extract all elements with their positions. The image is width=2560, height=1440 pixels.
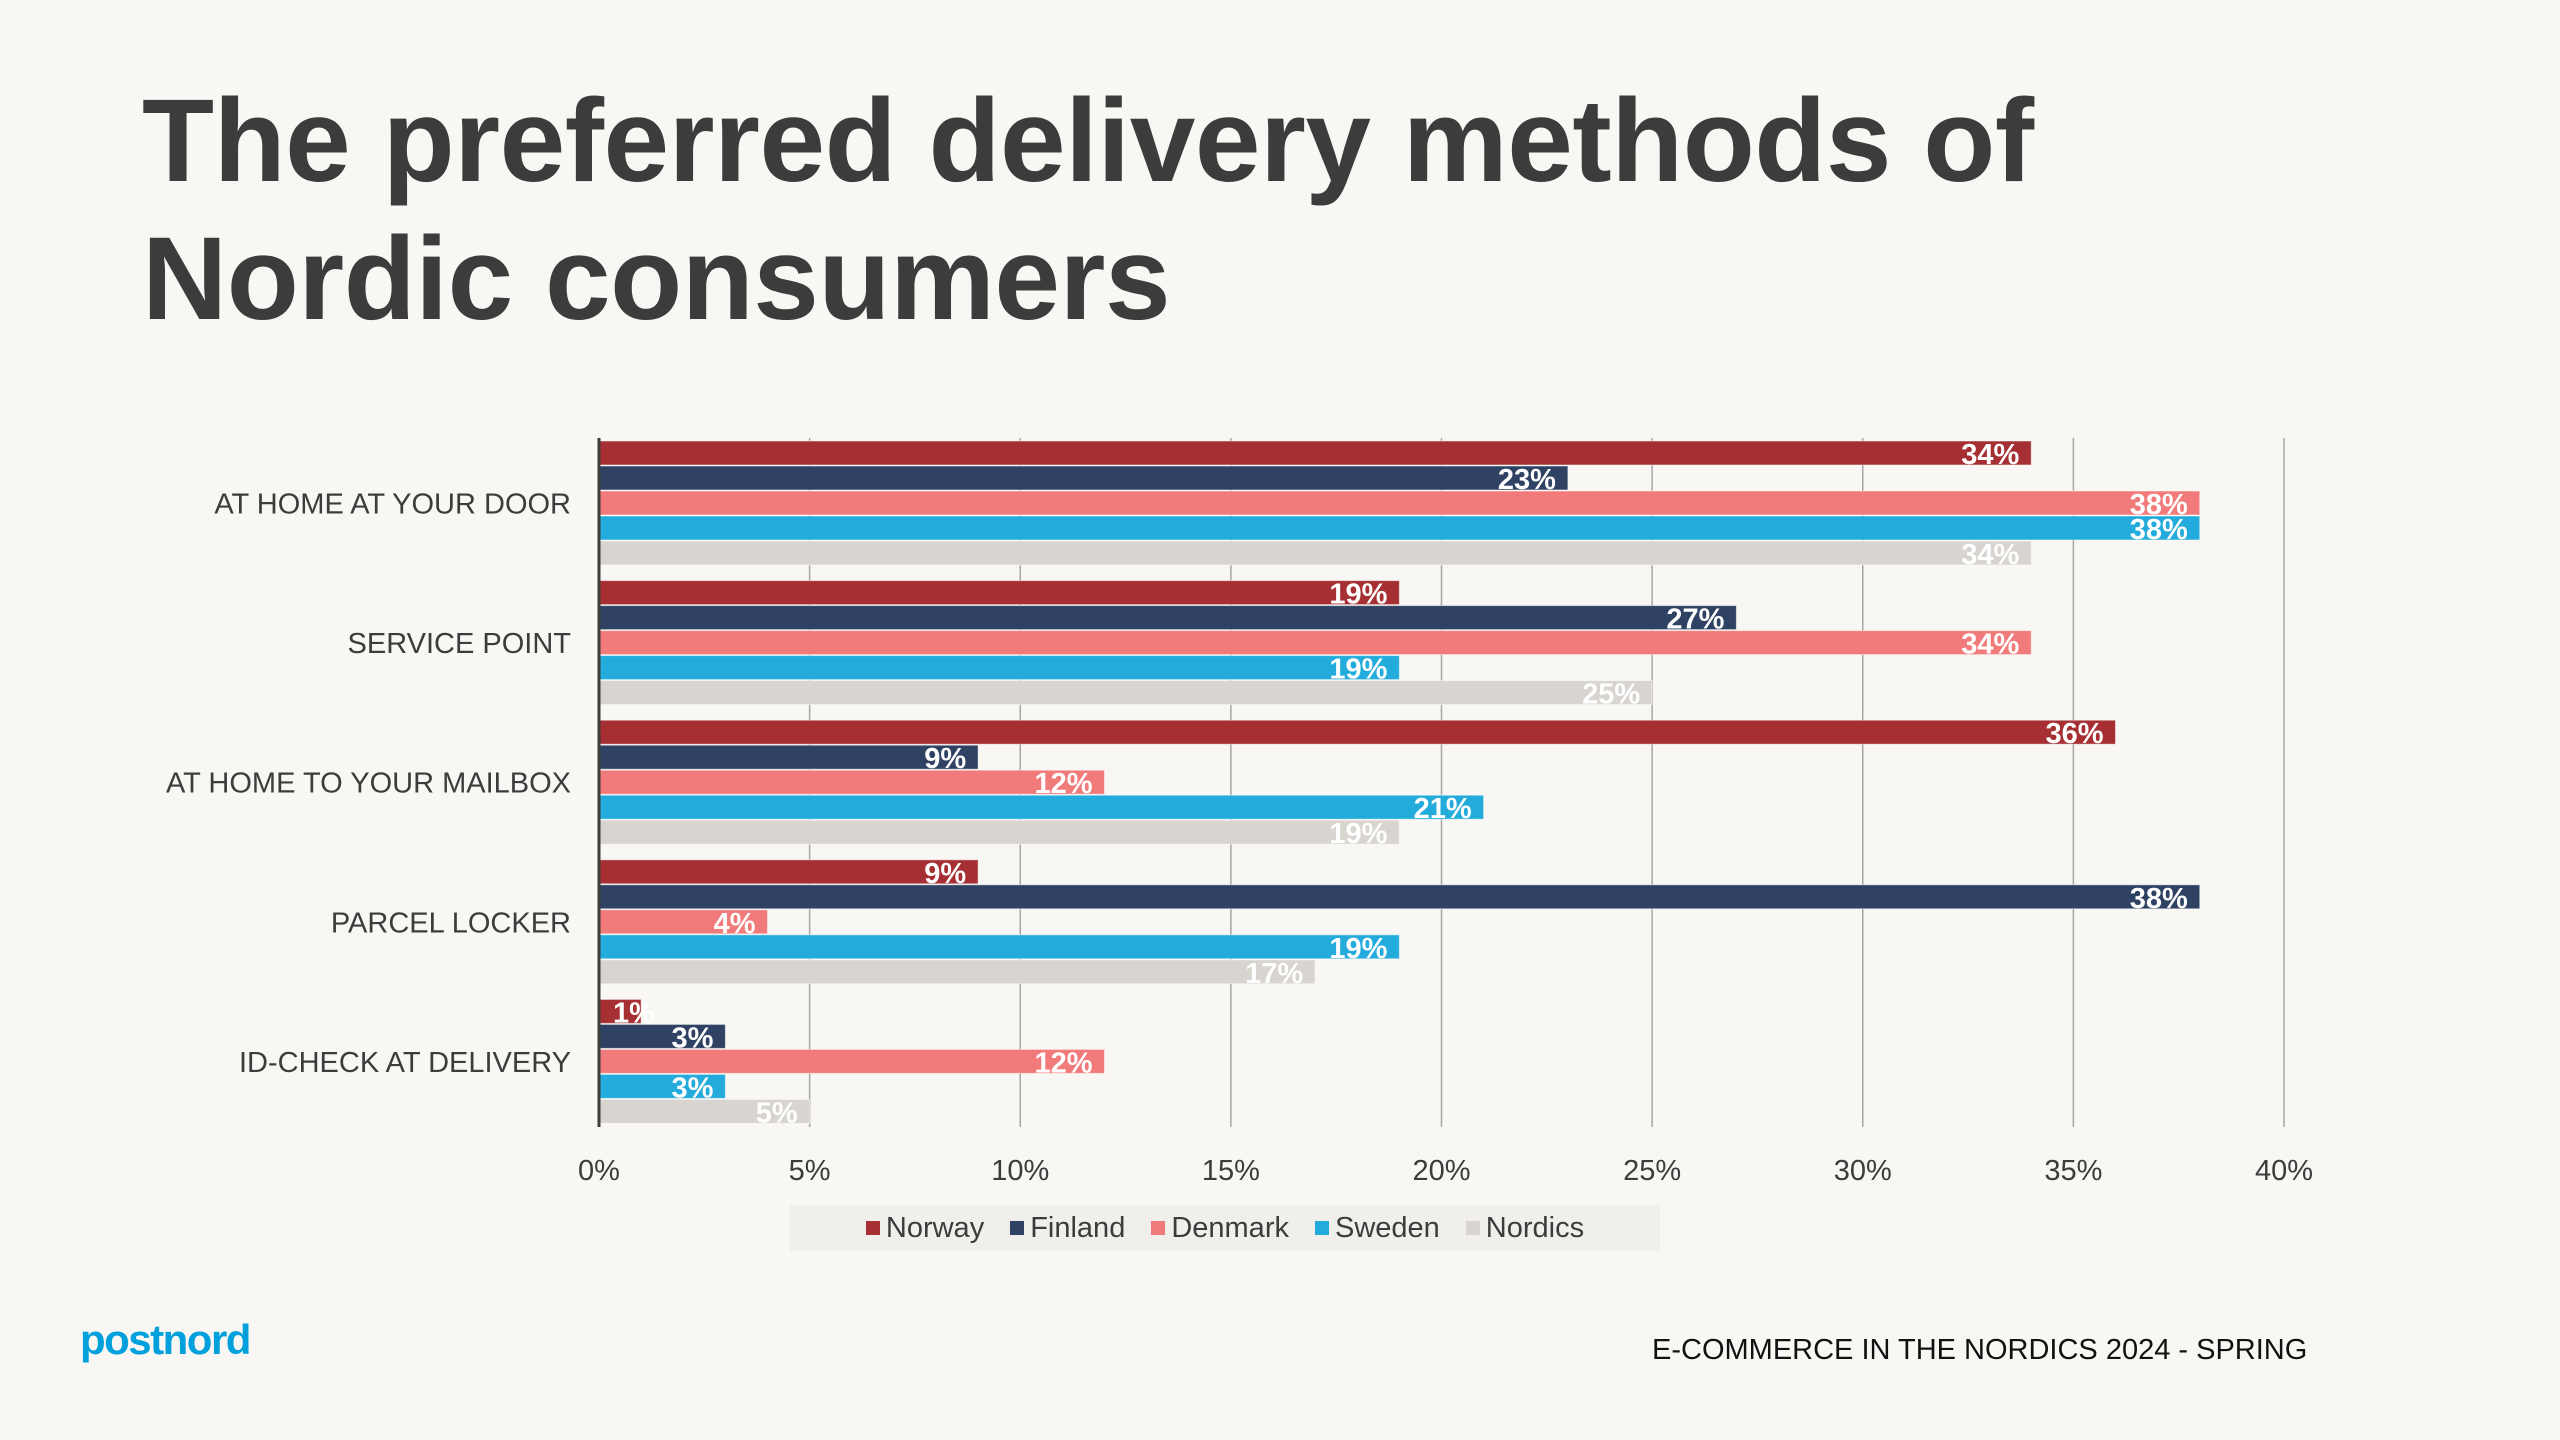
data-label: 34% — [1961, 629, 2019, 661]
legend-swatch — [1465, 1221, 1480, 1235]
legend-swatch — [1010, 1221, 1025, 1235]
legend-item-nordics: Nordics — [1465, 1211, 1585, 1245]
bar-denmark — [598, 630, 2032, 656]
x-tick-label: 35% — [2044, 1155, 2102, 1187]
data-label: 38% — [2130, 883, 2188, 915]
data-label: 12% — [1034, 1047, 1092, 1079]
category-label: AT HOME TO YOUR MAILBOX — [166, 768, 571, 800]
bar-finland — [598, 884, 2201, 910]
legend-item-finland: Finland — [1010, 1212, 1125, 1245]
bar-sweden — [598, 934, 1400, 960]
data-label: 36% — [2045, 718, 2103, 750]
x-tick-label: 15% — [1202, 1155, 1260, 1187]
x-tick-label: 25% — [1623, 1155, 1681, 1187]
postnord-logo: postnord — [80, 1316, 251, 1363]
bar-nordics — [598, 1098, 811, 1124]
bar-denmark — [598, 1048, 1105, 1074]
bar-finland — [598, 1023, 726, 1049]
category-label: PARCEL LOCKER — [331, 907, 571, 939]
page-title: The preferred delivery methods of Nordic… — [142, 75, 2034, 345]
bar-nordics — [598, 959, 1316, 985]
legend-item-sweden: Sweden — [1314, 1211, 1440, 1245]
legend-item-denmark: Denmark — [1151, 1212, 1289, 1245]
data-label: 38% — [2130, 514, 2188, 546]
bar-nordics — [598, 819, 1400, 845]
x-tick-label: 40% — [2255, 1155, 2313, 1187]
bar-finland — [598, 465, 1569, 491]
bar-nordics — [598, 680, 1653, 706]
bar-sweden — [598, 794, 1485, 820]
bar-nordics — [598, 540, 2032, 566]
legend-swatch — [865, 1221, 880, 1235]
data-label: 5% — [756, 1097, 798, 1129]
legend-label: Nordics — [1485, 1211, 1585, 1244]
category-label: SERVICE POINT — [348, 628, 572, 660]
legend-label: Finland — [1030, 1211, 1126, 1244]
bar-norway — [598, 440, 2032, 466]
bar-norway — [598, 859, 979, 885]
bar-norway — [598, 998, 642, 1024]
x-tick-label: 20% — [1412, 1155, 1470, 1187]
data-label: 17% — [1245, 958, 1303, 990]
footer-text: E-COMMERCE IN THE NORDICS 2024 - SPRING — [1652, 1334, 2308, 1366]
legend-swatch — [1314, 1221, 1329, 1235]
legend: Norway Finland Denmark Sweden Nordics — [790, 1205, 1660, 1251]
bar-denmark — [598, 769, 1105, 795]
bar-chart: 0% 5% 10% 15% 20% 25% 30% 35% 40% AT HOME AT YOUR… — [166, 438, 2313, 1187]
x-tick-label: 0% — [578, 1155, 620, 1187]
x-tick-label: 5% — [789, 1155, 831, 1187]
bar-finland — [598, 605, 1737, 631]
data-label: 19% — [1329, 818, 1387, 850]
legend-label: Denmark — [1171, 1211, 1289, 1244]
bar-denmark — [598, 490, 2201, 516]
data-label: 34% — [1961, 439, 2019, 471]
bar-finland — [598, 744, 979, 770]
bar-norway — [598, 580, 1400, 606]
data-label: 21% — [1414, 793, 1472, 825]
legend-item-norway: Norway — [865, 1211, 985, 1245]
x-tick-label: 30% — [1834, 1155, 1892, 1187]
legend-label: Norway — [885, 1211, 985, 1244]
category-label: ID-CHECK AT DELIVERY — [239, 1047, 571, 1079]
bar-sweden — [598, 515, 2201, 541]
data-label: 25% — [1582, 679, 1640, 711]
data-label: 34% — [1961, 539, 2019, 571]
bar-norway — [598, 719, 2116, 745]
bar-sweden — [598, 655, 1400, 681]
legend-swatch — [1151, 1221, 1166, 1235]
data-label: 19% — [1329, 933, 1387, 965]
category-label: AT HOME AT YOUR DOOR — [214, 489, 571, 521]
x-tick-label: 10% — [991, 1155, 1049, 1187]
legend-label: Sweden — [1334, 1211, 1440, 1244]
